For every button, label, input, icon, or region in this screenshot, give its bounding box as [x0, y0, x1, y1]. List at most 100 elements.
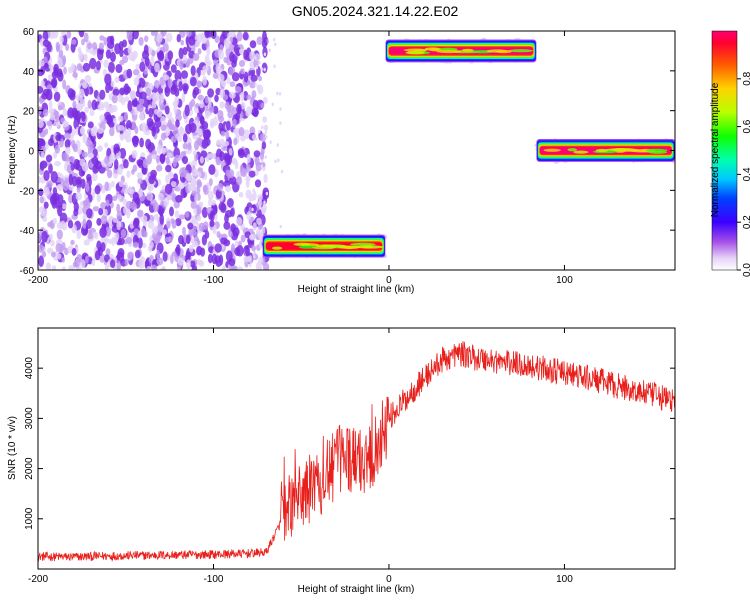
noise-speckle — [252, 222, 257, 231]
noise-speckle — [110, 51, 116, 63]
noise-speckle — [117, 124, 125, 131]
noise-speckle — [115, 63, 123, 74]
noise-speckle — [71, 39, 77, 45]
noise-speckle — [103, 36, 108, 46]
noise-speckle — [163, 74, 170, 81]
noise-speckle — [72, 72, 78, 78]
noise-speckle — [66, 164, 72, 174]
noise-speckle — [231, 72, 240, 82]
noise-speckle — [42, 88, 50, 97]
noise-speckle — [252, 188, 255, 193]
noise-speckle — [167, 152, 173, 159]
noise-speckle — [182, 83, 189, 92]
noise-speckle — [249, 126, 256, 136]
noise-speckle — [165, 156, 170, 165]
noise-speckle — [159, 213, 165, 225]
noise-speckle — [254, 83, 257, 87]
noise-speckle — [126, 208, 131, 219]
noise-speckle — [269, 140, 272, 144]
noise-speckle — [73, 201, 79, 213]
noise-speckle — [259, 133, 267, 142]
noise-speckle — [78, 31, 85, 38]
noise-speckle — [223, 38, 230, 48]
noise-speckle — [55, 115, 59, 123]
noise-speckle — [97, 104, 105, 111]
noise-region — [38, 31, 284, 270]
noise-speckle — [87, 141, 94, 152]
noise-speckle — [82, 62, 91, 72]
noise-speckle — [238, 48, 244, 55]
noise-speckle — [57, 71, 64, 82]
noise-speckle — [256, 217, 262, 226]
noise-speckle — [256, 84, 261, 91]
noise-speckle — [265, 191, 269, 196]
noise-speckle — [243, 49, 248, 60]
noise-speckle — [160, 153, 166, 165]
noise-speckle — [75, 94, 82, 101]
noise-speckle — [103, 237, 110, 244]
noise-speckle — [84, 255, 89, 264]
noise-speckle — [255, 65, 259, 70]
noise-speckle — [126, 68, 133, 79]
noise-speckle — [38, 120, 44, 129]
noise-speckle — [279, 224, 282, 229]
x-tick-label: -200 — [28, 574, 48, 585]
noise-speckle — [62, 120, 70, 127]
colorbar-tick-label: 0.6 — [742, 119, 750, 133]
noise-speckle — [226, 197, 234, 208]
noise-speckle — [38, 59, 45, 67]
noise-speckle — [116, 203, 121, 214]
noise-speckle — [75, 176, 83, 185]
spectrogram-y-axis-label: Frequency (Hz) — [7, 116, 18, 185]
noise-speckle — [104, 181, 109, 192]
noise-speckle — [138, 189, 143, 198]
noise-speckle — [174, 210, 180, 219]
noise-speckle — [114, 43, 121, 55]
noise-speckle — [131, 202, 137, 211]
noise-speckle — [162, 42, 169, 52]
noise-speckle — [181, 92, 186, 103]
noise-speckle — [138, 98, 145, 105]
noise-speckle — [180, 187, 187, 199]
noise-speckle — [242, 31, 249, 41]
noise-speckle — [255, 261, 263, 270]
noise-speckle — [254, 179, 262, 188]
noise-speckle — [75, 192, 83, 201]
noise-speckle — [264, 130, 268, 134]
x-tick-label: -200 — [28, 275, 48, 286]
noise-speckle — [54, 144, 60, 154]
band-patch — [567, 148, 578, 152]
snr-series — [38, 341, 675, 562]
band-patch — [595, 148, 609, 153]
noise-speckle — [193, 86, 200, 96]
noise-speckle — [102, 208, 108, 217]
band-patch — [356, 245, 385, 249]
y-tick-label: 40 — [23, 67, 35, 78]
noise-speckle — [117, 115, 124, 122]
noise-speckle — [209, 210, 215, 222]
noise-speckle — [249, 40, 257, 49]
noise-speckle — [185, 123, 192, 135]
noise-speckle — [38, 143, 42, 151]
noise-speckle — [170, 180, 177, 188]
band-patch — [496, 50, 512, 54]
noise-speckle — [225, 169, 230, 177]
noise-speckle — [134, 126, 139, 135]
noise-speckle — [190, 177, 197, 188]
noise-speckle — [118, 195, 125, 203]
noise-speckle — [100, 242, 106, 252]
band-patch — [573, 150, 589, 154]
noise-speckle — [61, 152, 68, 162]
noise-speckle — [234, 240, 239, 247]
noise-speckle — [72, 100, 77, 109]
noise-speckle — [184, 211, 190, 218]
noise-speckle — [103, 101, 110, 109]
noise-speckle — [155, 154, 160, 164]
noise-speckle — [250, 108, 259, 117]
noise-speckle — [167, 50, 174, 61]
noise-speckle — [121, 55, 129, 64]
band-patch — [271, 246, 283, 250]
noise-speckle — [217, 73, 225, 83]
noise-speckle — [158, 205, 164, 217]
